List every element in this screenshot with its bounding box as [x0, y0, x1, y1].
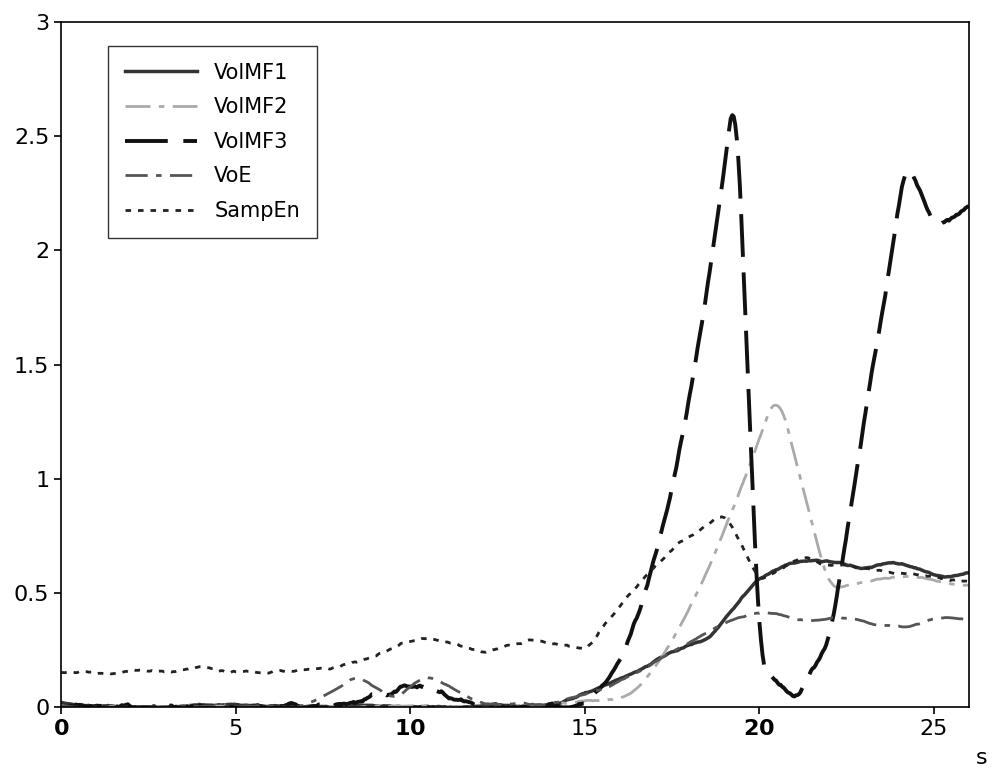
- VolMF1: [217, 700, 229, 709]
- VolMF1: [811, 556, 823, 565]
- SampEn: [55, 668, 67, 677]
- VolMF3: [726, 111, 738, 120]
- VoE: [467, 694, 479, 704]
- SampEn: [105, 670, 117, 679]
- VolMF2: [590, 696, 602, 705]
- Line: VolMF1: VolMF1: [61, 560, 969, 708]
- VolMF3: [288, 699, 300, 708]
- VoE: [72, 703, 84, 712]
- SampEn: [963, 577, 975, 586]
- VoE: [290, 703, 302, 712]
- VolMF2: [661, 644, 673, 653]
- VoE: [663, 649, 675, 659]
- VolMF3: [590, 687, 602, 697]
- VolMF2: [738, 474, 750, 484]
- VoE: [217, 702, 229, 711]
- SampEn: [663, 548, 675, 557]
- VolMF1: [467, 702, 479, 711]
- Line: SampEn: SampEn: [61, 517, 969, 674]
- Text: s: s: [976, 748, 987, 767]
- Line: VolMF3: VolMF3: [61, 115, 969, 708]
- VolMF2: [288, 702, 300, 711]
- SampEn: [716, 512, 728, 522]
- VolMF3: [661, 505, 673, 515]
- VolMF1: [740, 589, 752, 598]
- SampEn: [591, 631, 603, 640]
- SampEn: [217, 666, 229, 676]
- VolMF3: [216, 703, 228, 712]
- Line: VolMF2: VolMF2: [61, 405, 969, 708]
- SampEn: [467, 645, 479, 654]
- VolMF1: [290, 702, 302, 711]
- VolMF3: [740, 322, 752, 332]
- SampEn: [741, 553, 753, 562]
- VolMF1: [963, 568, 975, 577]
- VoE: [757, 608, 769, 617]
- VolMF1: [663, 649, 675, 658]
- VoE: [740, 611, 752, 621]
- VolMF2: [963, 580, 975, 590]
- VoE: [55, 701, 67, 710]
- VolMF3: [55, 703, 67, 712]
- VolMF2: [216, 701, 228, 711]
- VolMF3: [466, 698, 478, 708]
- Line: VoE: VoE: [61, 612, 969, 708]
- VoE: [963, 615, 975, 625]
- VolMF2: [55, 703, 67, 712]
- VolMF2: [770, 401, 782, 410]
- VolMF1: [122, 703, 134, 712]
- VolMF1: [55, 698, 67, 707]
- VolMF1: [591, 684, 603, 693]
- VoE: [591, 686, 603, 695]
- SampEn: [290, 666, 302, 675]
- VolMF3: [963, 202, 975, 211]
- Legend: VolMF1, VolMF2, VolMF3, VoE, SampEn: VolMF1, VolMF2, VolMF3, VoE, SampEn: [108, 46, 317, 238]
- VolMF2: [466, 703, 478, 712]
